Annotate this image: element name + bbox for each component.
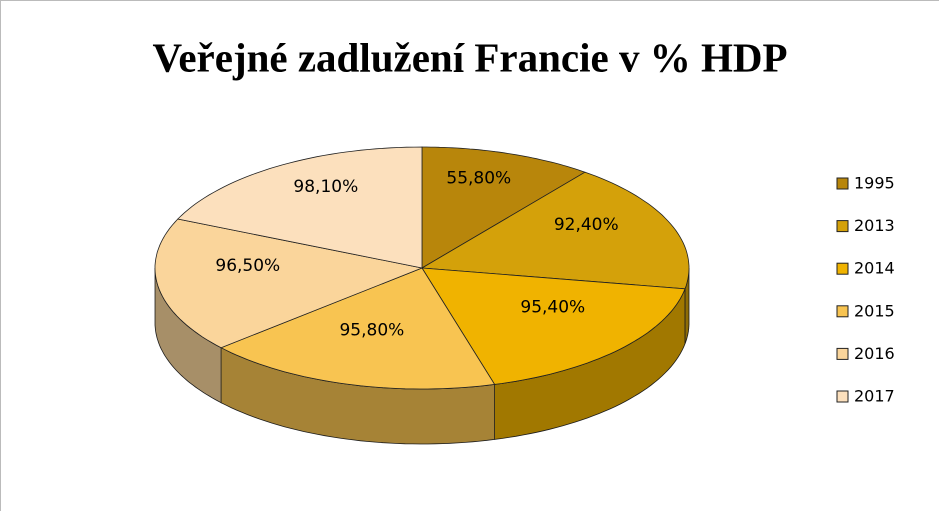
legend-label: 2015	[854, 301, 895, 320]
legend-swatch	[836, 220, 849, 233]
data-label: 92,40%	[554, 215, 619, 235]
legend-label: 2014	[854, 259, 895, 278]
slice	[154, 218, 424, 349]
legend-label: 1995	[854, 174, 895, 193]
slice	[421, 146, 586, 269]
data-label: 95,80%	[339, 321, 404, 341]
legend-swatch	[836, 262, 849, 275]
legend-swatch	[836, 177, 849, 190]
slice	[421, 267, 686, 385]
legend-swatch	[836, 390, 849, 403]
data-label: 95,40%	[520, 298, 585, 318]
data-label: 55,80%	[446, 168, 511, 188]
pie-tops	[154, 146, 690, 390]
legend-label: 2016	[854, 344, 895, 363]
slice-side-shade	[221, 347, 495, 444]
slice	[220, 267, 496, 390]
legend: 1995 2013 2014 2015 2016 2017	[836, 174, 895, 406]
legend-label: 2013	[854, 216, 895, 235]
slice	[420, 171, 690, 290]
data-label: 96,50%	[215, 256, 280, 276]
slice-side-shade	[494, 288, 685, 440]
data-label: 98,10%	[293, 177, 358, 197]
legend-swatch	[836, 305, 849, 318]
slice	[176, 146, 423, 269]
legend-label: 2017	[854, 387, 895, 406]
labels: 55,80% 92,40% 95,40% 95,80% 96,50% 98,10%	[215, 168, 618, 340]
legend-swatch	[836, 347, 849, 360]
slice-side-shade	[155, 268, 222, 403]
chart-title: Veřejné zadlužení Francie v % HDP	[153, 34, 788, 80]
